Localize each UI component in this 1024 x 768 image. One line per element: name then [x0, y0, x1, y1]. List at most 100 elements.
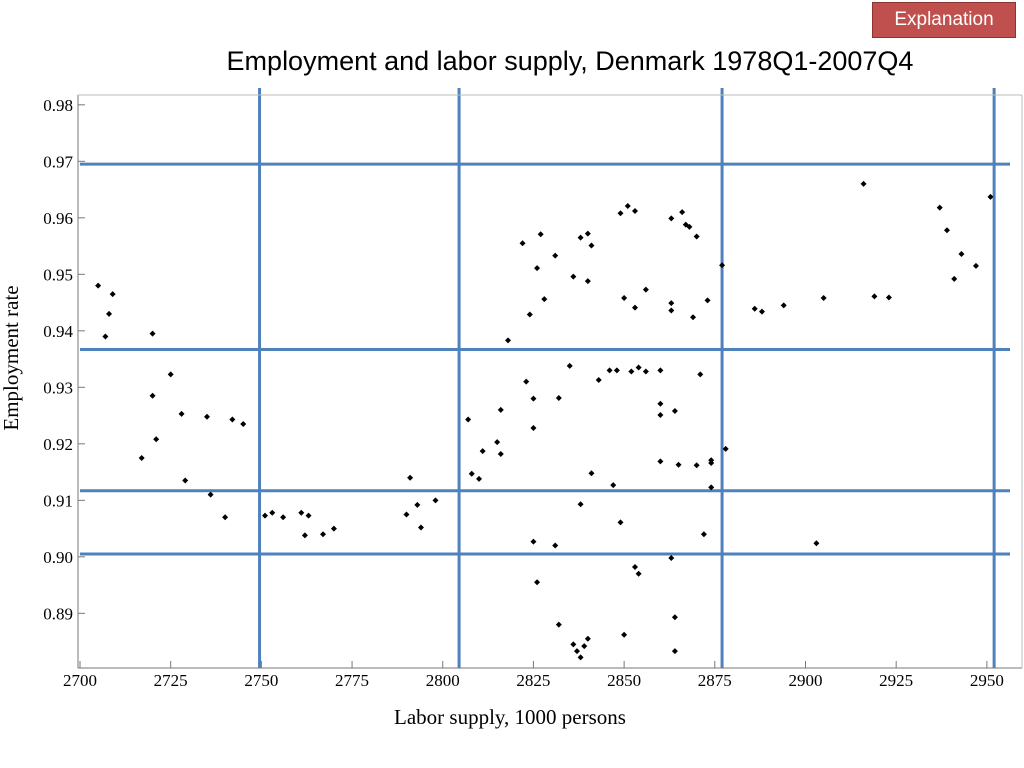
- data-point: [414, 501, 421, 508]
- data-point: [679, 209, 686, 216]
- data-point: [320, 531, 327, 538]
- x-tick-label: 2750: [244, 671, 278, 690]
- data-point: [229, 416, 236, 423]
- data-point: [708, 457, 715, 464]
- data-point: [262, 512, 268, 519]
- data-point: [541, 296, 548, 303]
- data-point: [617, 210, 624, 217]
- data-point: [519, 240, 526, 247]
- data-point: [494, 439, 501, 446]
- data-point: [149, 330, 156, 337]
- x-tick-label: 2875: [698, 671, 732, 690]
- data-point: [530, 395, 537, 402]
- data-point: [280, 514, 287, 521]
- x-tick-label: 2700: [63, 671, 97, 690]
- data-point: [936, 204, 943, 211]
- data-point: [588, 470, 595, 477]
- data-point: [671, 614, 678, 621]
- data-point: [526, 311, 533, 318]
- data-point: [751, 305, 758, 312]
- data-point: [595, 376, 602, 383]
- data-point: [301, 532, 308, 539]
- data-point: [690, 314, 697, 321]
- explanation-button[interactable]: Explanation: [872, 2, 1016, 38]
- data-point: [668, 300, 675, 307]
- data-point: [106, 310, 113, 317]
- data-point: [403, 511, 410, 518]
- data-point: [621, 631, 628, 638]
- data-point: [686, 223, 693, 230]
- data-point: [972, 262, 979, 269]
- data-point: [432, 497, 439, 504]
- x-axis-label: Labor supply, 1000 persons: [394, 705, 626, 729]
- data-point: [613, 367, 620, 374]
- data-point: [708, 484, 715, 491]
- x-tick-label: 2725: [154, 671, 188, 690]
- y-tick-label: 0.95: [43, 265, 73, 284]
- data-point: [577, 654, 584, 661]
- data-point: [632, 563, 638, 570]
- y-tick-label: 0.90: [43, 548, 73, 567]
- data-point: [987, 193, 994, 200]
- data-point: [671, 648, 678, 655]
- data-point: [552, 252, 559, 259]
- data-point: [719, 262, 726, 269]
- chart-title: Employment and labor supply, Denmark 197…: [226, 46, 914, 76]
- data-point: [577, 501, 584, 508]
- y-tick-label: 0.96: [43, 209, 73, 228]
- data-point: [700, 531, 707, 538]
- data-point: [657, 458, 664, 465]
- data-point: [203, 413, 210, 420]
- data-point: [675, 461, 682, 468]
- data-point: [621, 295, 628, 302]
- axes: [77, 94, 1023, 669]
- data-point: [668, 554, 675, 561]
- data-point: [860, 180, 867, 187]
- data-point: [943, 227, 950, 234]
- y-tick-label: 0.89: [43, 604, 73, 623]
- data-point: [951, 275, 958, 282]
- data-point: [668, 307, 675, 314]
- data-point: [584, 635, 591, 642]
- data-point: [573, 648, 580, 655]
- data-point: [632, 304, 638, 311]
- data-point: [222, 514, 229, 521]
- data-point: [642, 286, 649, 293]
- x-tick-label: 2900: [788, 671, 822, 690]
- data-point: [138, 454, 145, 461]
- data-point: [584, 278, 591, 285]
- data-point: [497, 450, 504, 457]
- data-point: [606, 367, 613, 374]
- data-point: [330, 525, 337, 532]
- y-tick-label: 0.94: [43, 322, 73, 341]
- data-point: [704, 297, 711, 304]
- data-point: [780, 302, 787, 309]
- data-point: [871, 293, 878, 300]
- data-point: [668, 215, 675, 222]
- data-point: [588, 242, 595, 249]
- data-point: [657, 400, 664, 407]
- data-point: [555, 621, 562, 628]
- data-point: [632, 208, 638, 215]
- x-tick-label: 2950: [970, 671, 1004, 690]
- data-point: [577, 234, 584, 241]
- x-tick-label: 2800: [426, 671, 460, 690]
- y-tick-label: 0.97: [43, 152, 73, 171]
- data-point: [530, 425, 537, 432]
- data-point: [534, 579, 541, 586]
- x-tick-label: 2850: [607, 671, 641, 690]
- data-point: [570, 273, 577, 280]
- data-point: [671, 408, 678, 415]
- data-point: [153, 436, 160, 443]
- data-point: [479, 448, 486, 455]
- data-point: [298, 509, 305, 516]
- data-point: [497, 406, 504, 413]
- x-tick-label: 2825: [516, 671, 550, 690]
- data-points: [95, 180, 994, 661]
- y-tick-label: 0.92: [43, 435, 73, 454]
- data-point: [534, 265, 541, 272]
- data-point: [476, 475, 483, 482]
- data-point: [167, 371, 174, 378]
- x-tick-label: 2925: [879, 671, 913, 690]
